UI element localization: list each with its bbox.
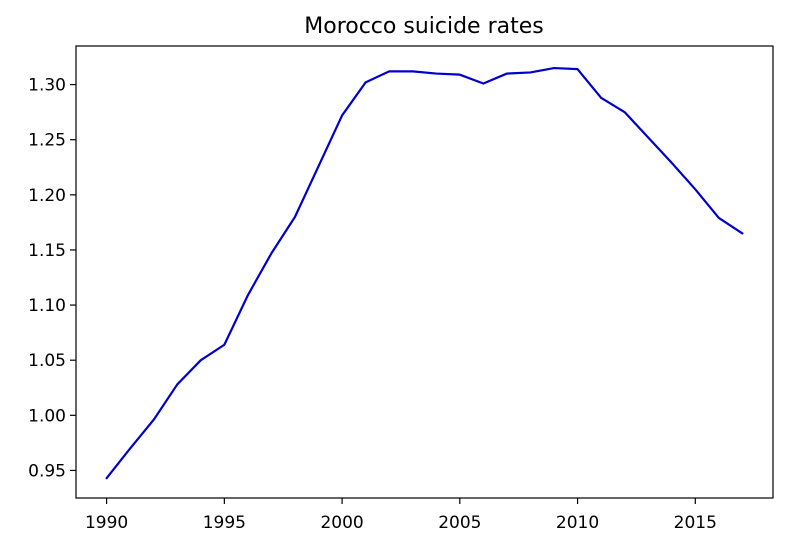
series-group [105,66,744,480]
y-tick-label: 1.00 [28,406,66,426]
y-tick-label: 1.20 [28,186,66,206]
y-tick-label: 1.05 [28,351,66,371]
series-line [105,66,744,480]
x-tick-label: 2015 [674,513,717,533]
y-tick-label: 1.15 [28,241,66,261]
x-tick-label: 1995 [203,513,246,533]
x-axis: 1990 1995 2000 2005 2010 2015 [85,498,717,533]
plot-frame [75,45,774,499]
plot-area: 1990 1995 2000 2005 2010 2015 0.95 1.00 1.05 1.1… [28,45,774,533]
x-tick-label: 2005 [438,513,481,533]
y-axis: 0.95 1.00 1.05 1.10 1.15 1.20 1.25 1.30 [28,76,76,481]
x-tick-label: 2010 [556,513,599,533]
x-tick-label: 2000 [320,513,363,533]
y-tick-label: 1.25 [28,131,66,151]
chart-title: Morocco suicide rates [304,14,543,39]
y-tick-label: 0.95 [28,461,66,481]
y-tick-label: 1.30 [28,76,66,96]
y-tick-label: 1.10 [28,296,66,316]
x-tick-label: 1990 [85,513,128,533]
